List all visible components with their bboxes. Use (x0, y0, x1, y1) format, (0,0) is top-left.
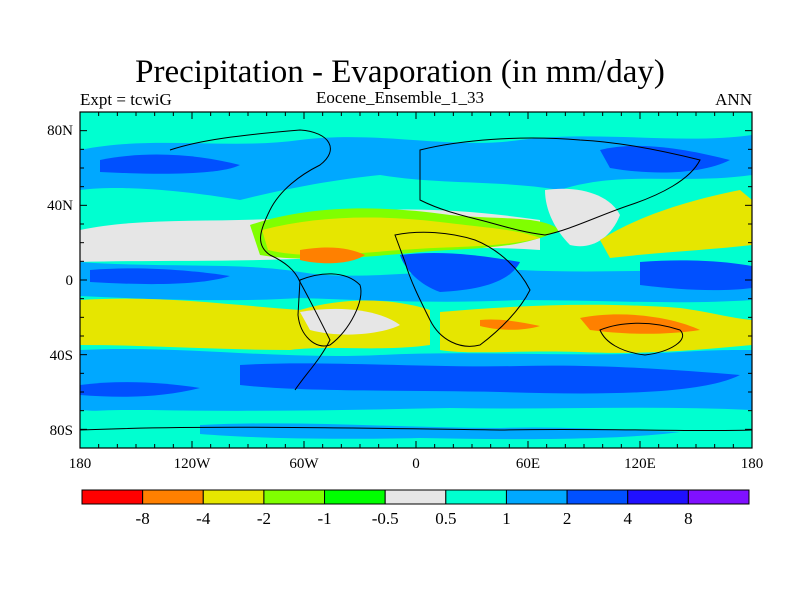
field-itcz-wet-3 (90, 268, 230, 285)
lon-label-0: 0 (412, 456, 420, 472)
colorbar-label: 4 (623, 509, 632, 528)
colorbar-label: -2 (257, 509, 271, 528)
colorbar-label: -0.5 (372, 509, 399, 528)
coast-americas (169, 129, 331, 391)
colorbar-swatch (263, 489, 326, 505)
ensemble-label: Eocene_Ensemble_1_33 (315, 88, 485, 107)
coast-africa (394, 231, 531, 347)
field-nh-dry-3 (300, 247, 365, 264)
lat-label-eq: 0 (66, 273, 74, 289)
field-itcz (80, 262, 752, 303)
field-sh-wet-2 (80, 382, 200, 397)
colorbar-swatch (505, 489, 568, 505)
colorbar-swatch (324, 489, 386, 505)
colorbar-label: 2 (563, 509, 572, 528)
lon-label-180e: 180 (741, 456, 764, 472)
lat-label-40n: 40N (47, 198, 73, 214)
colorbar-swatch (445, 489, 507, 505)
coast-australia (599, 322, 683, 356)
period-label: ANN (715, 90, 752, 109)
colorbar-label: 0.5 (435, 509, 456, 528)
colorbar-label: 8 (684, 509, 693, 528)
colorbar-label: -8 (136, 509, 150, 528)
lon-label-120w: 120W (174, 456, 212, 472)
colorbar-label: -4 (196, 509, 211, 528)
lon-label-60e: 60E (516, 456, 540, 472)
lat-label-40s: 40S (50, 348, 73, 364)
colorbar-swatch (687, 489, 750, 505)
map-title: Precipitation - Evaporation (in mm/day) (135, 54, 665, 90)
colorbar-label: -1 (317, 509, 331, 528)
axis-ticks (79, 111, 753, 449)
field-nh-storm-track (80, 135, 752, 200)
coast-antarctica (80, 426, 752, 432)
lat-label-80n: 80N (47, 123, 73, 139)
lon-label-120e: 120E (624, 456, 656, 472)
coastlines (80, 129, 752, 432)
colorbar-swatch (566, 489, 629, 505)
colorbar-swatch (384, 489, 447, 505)
field-itcz-wet-1 (400, 252, 520, 292)
lat-labels: 80N 40N 0 40S 80S (47, 123, 73, 439)
field-itcz-wet-2 (640, 260, 752, 291)
field-sh-wet-1 (240, 363, 740, 394)
coast-eurasia (419, 137, 701, 236)
colorbar-swatch (627, 489, 689, 505)
colorbar-labels: -8 -4 -2 -1 -0.5 0.5 1 2 4 8 (136, 509, 693, 528)
field-asia-dry (545, 188, 620, 247)
colorbar (81, 489, 750, 505)
field-sh-dry-3 (580, 314, 700, 334)
field-sh-dry-4 (480, 319, 540, 330)
field-npac-dry (600, 190, 752, 258)
colorbar-swatch (142, 489, 204, 505)
colorbar-swatch (202, 489, 265, 505)
lon-label-180w: 180 (69, 456, 92, 472)
colorbar-label: 1 (502, 509, 511, 528)
experiment-label: Expt = tcwiG (80, 90, 172, 109)
coast-south-america (297, 273, 362, 347)
lon-label-60w: 60W (289, 456, 319, 472)
lon-labels: 180 120W 60W 0 60E 120E 180 (69, 456, 764, 472)
field-nh-wet-1 (100, 154, 240, 174)
field-nh-dry-2 (262, 217, 540, 255)
colorbar-swatch (81, 489, 144, 505)
map-field (80, 112, 752, 448)
field-sa-dry (300, 308, 400, 335)
field-nh-wet-2 (600, 145, 730, 173)
lat-label-80s: 80S (50, 423, 73, 439)
